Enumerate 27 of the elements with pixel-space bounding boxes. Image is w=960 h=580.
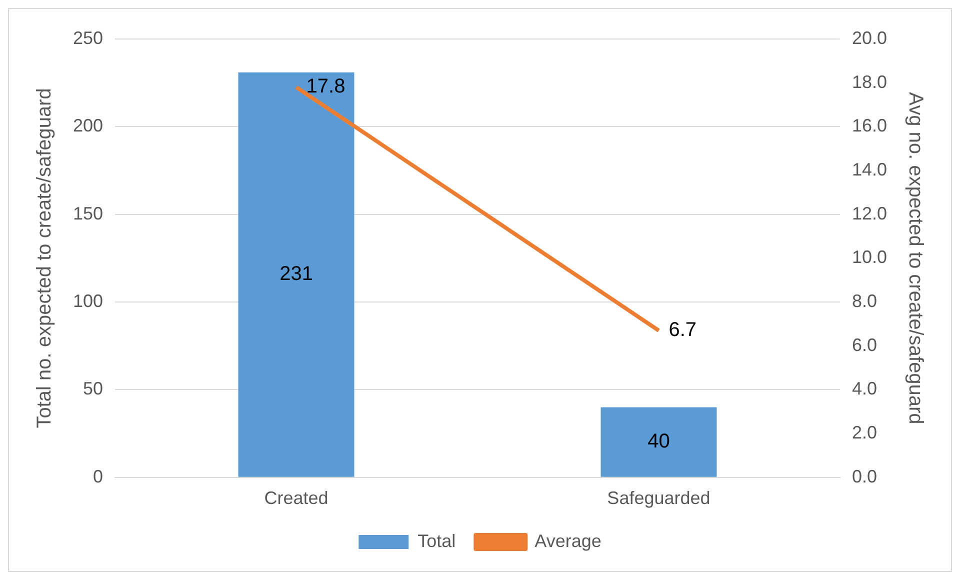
- y2-tick-label: 2.0: [852, 422, 877, 443]
- y2-tick-label: 18.0: [852, 72, 888, 92]
- y2-tick-label: 0.0: [852, 466, 877, 486]
- y2-tick-label: 4.0: [852, 378, 877, 399]
- x-tick-label: Created: [264, 488, 328, 508]
- data-label: 17.8: [306, 76, 346, 98]
- y-tick-label: 250: [72, 28, 104, 48]
- y-tick-label: 50: [83, 378, 104, 399]
- y-axis-title: Total no. expected to create/safeguard: [34, 88, 56, 428]
- legend-label: Average: [534, 530, 602, 551]
- y2-tick-label: 8.0: [852, 291, 877, 312]
- y2-tick-label: 14.0: [852, 159, 888, 180]
- data-label: 231: [280, 263, 313, 286]
- y2-tick-label: 10.0: [852, 247, 888, 268]
- y2-tick-label: 12.0: [852, 203, 888, 224]
- y2-tick-label: 6.0: [852, 334, 877, 355]
- x-tick-label: Safeguarded: [607, 488, 710, 508]
- legend-label: Total: [418, 530, 456, 551]
- y2-tick-label: 16.0: [852, 116, 888, 136]
- y-tick-label: 200: [72, 116, 104, 136]
- data-label: 40: [648, 430, 670, 453]
- y-tick-label: 100: [72, 291, 104, 312]
- y2-tick-label: 20.0: [852, 28, 888, 48]
- y-tick-label: 150: [72, 203, 104, 224]
- y2-axis-title: Avg no. expected to create/safeguard: [904, 92, 926, 424]
- y-tick-label: 0: [93, 466, 104, 486]
- data-label: 6.7: [668, 319, 697, 342]
